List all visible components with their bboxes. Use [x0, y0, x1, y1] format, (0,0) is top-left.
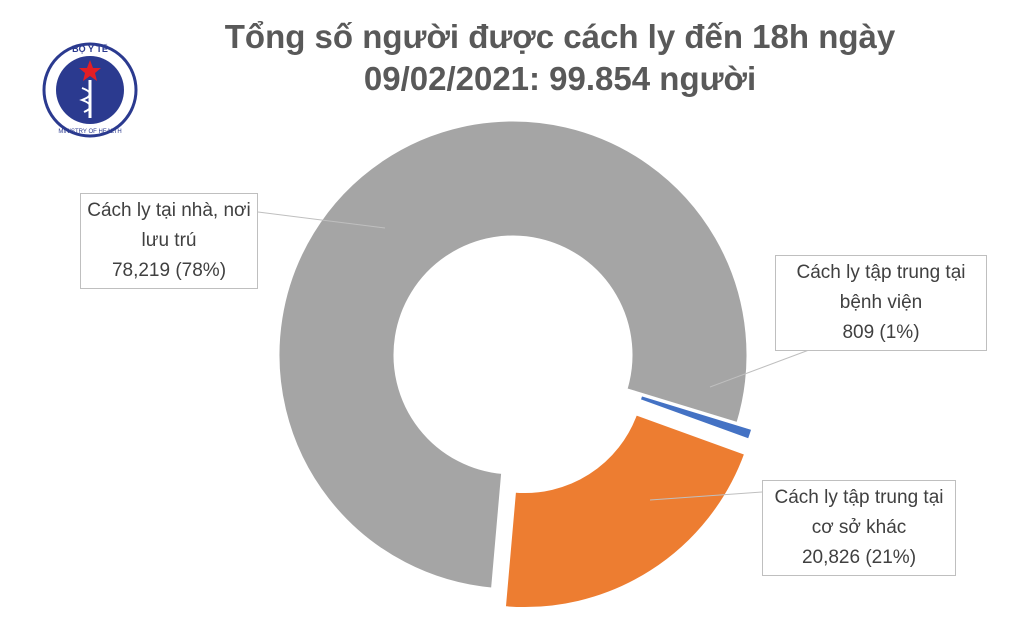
data-label: Cách ly tập trung tại bệnh viện 809 (1%) [775, 255, 987, 351]
chart-title: Tổng số người được cách ly đến 18h ngày … [224, 18, 896, 97]
logo-snake [79, 87, 92, 113]
logo-top-text: BỘ Y TẾ [72, 43, 108, 54]
donut-slice [637, 392, 755, 443]
leader-line [649, 491, 763, 501]
leader-line [709, 346, 818, 388]
logo-star [79, 60, 101, 81]
category-label: Cách ly tập trung tại cơ sở khác [774, 487, 944, 538]
data-label: Cách ly tập trung tại cơ sở khác 20,826 (… [762, 480, 956, 576]
logo: BỘ Y TẾ MINISTRY OF HEALTH [42, 42, 138, 138]
donut-slice [276, 118, 750, 591]
value-label: 20,826 (21%) [801, 547, 917, 568]
value-label: 78,219 (78%) [111, 260, 227, 281]
category-label: Cách ly tập trung tại bệnh viện [796, 262, 966, 313]
category-label: Cách ly tại nhà, nơi lưu trú [87, 200, 251, 251]
logo-bottom-text: MINISTRY OF HEALTH [58, 129, 121, 135]
donut [276, 118, 755, 611]
leader-lines [257, 211, 818, 501]
data-label: Cách ly tại nhà, nơi lưu trú 78,219 (78%) [80, 193, 258, 289]
donut-slice [502, 411, 748, 611]
value-label: 809 (1%) [842, 322, 920, 343]
leader-line [257, 211, 386, 229]
